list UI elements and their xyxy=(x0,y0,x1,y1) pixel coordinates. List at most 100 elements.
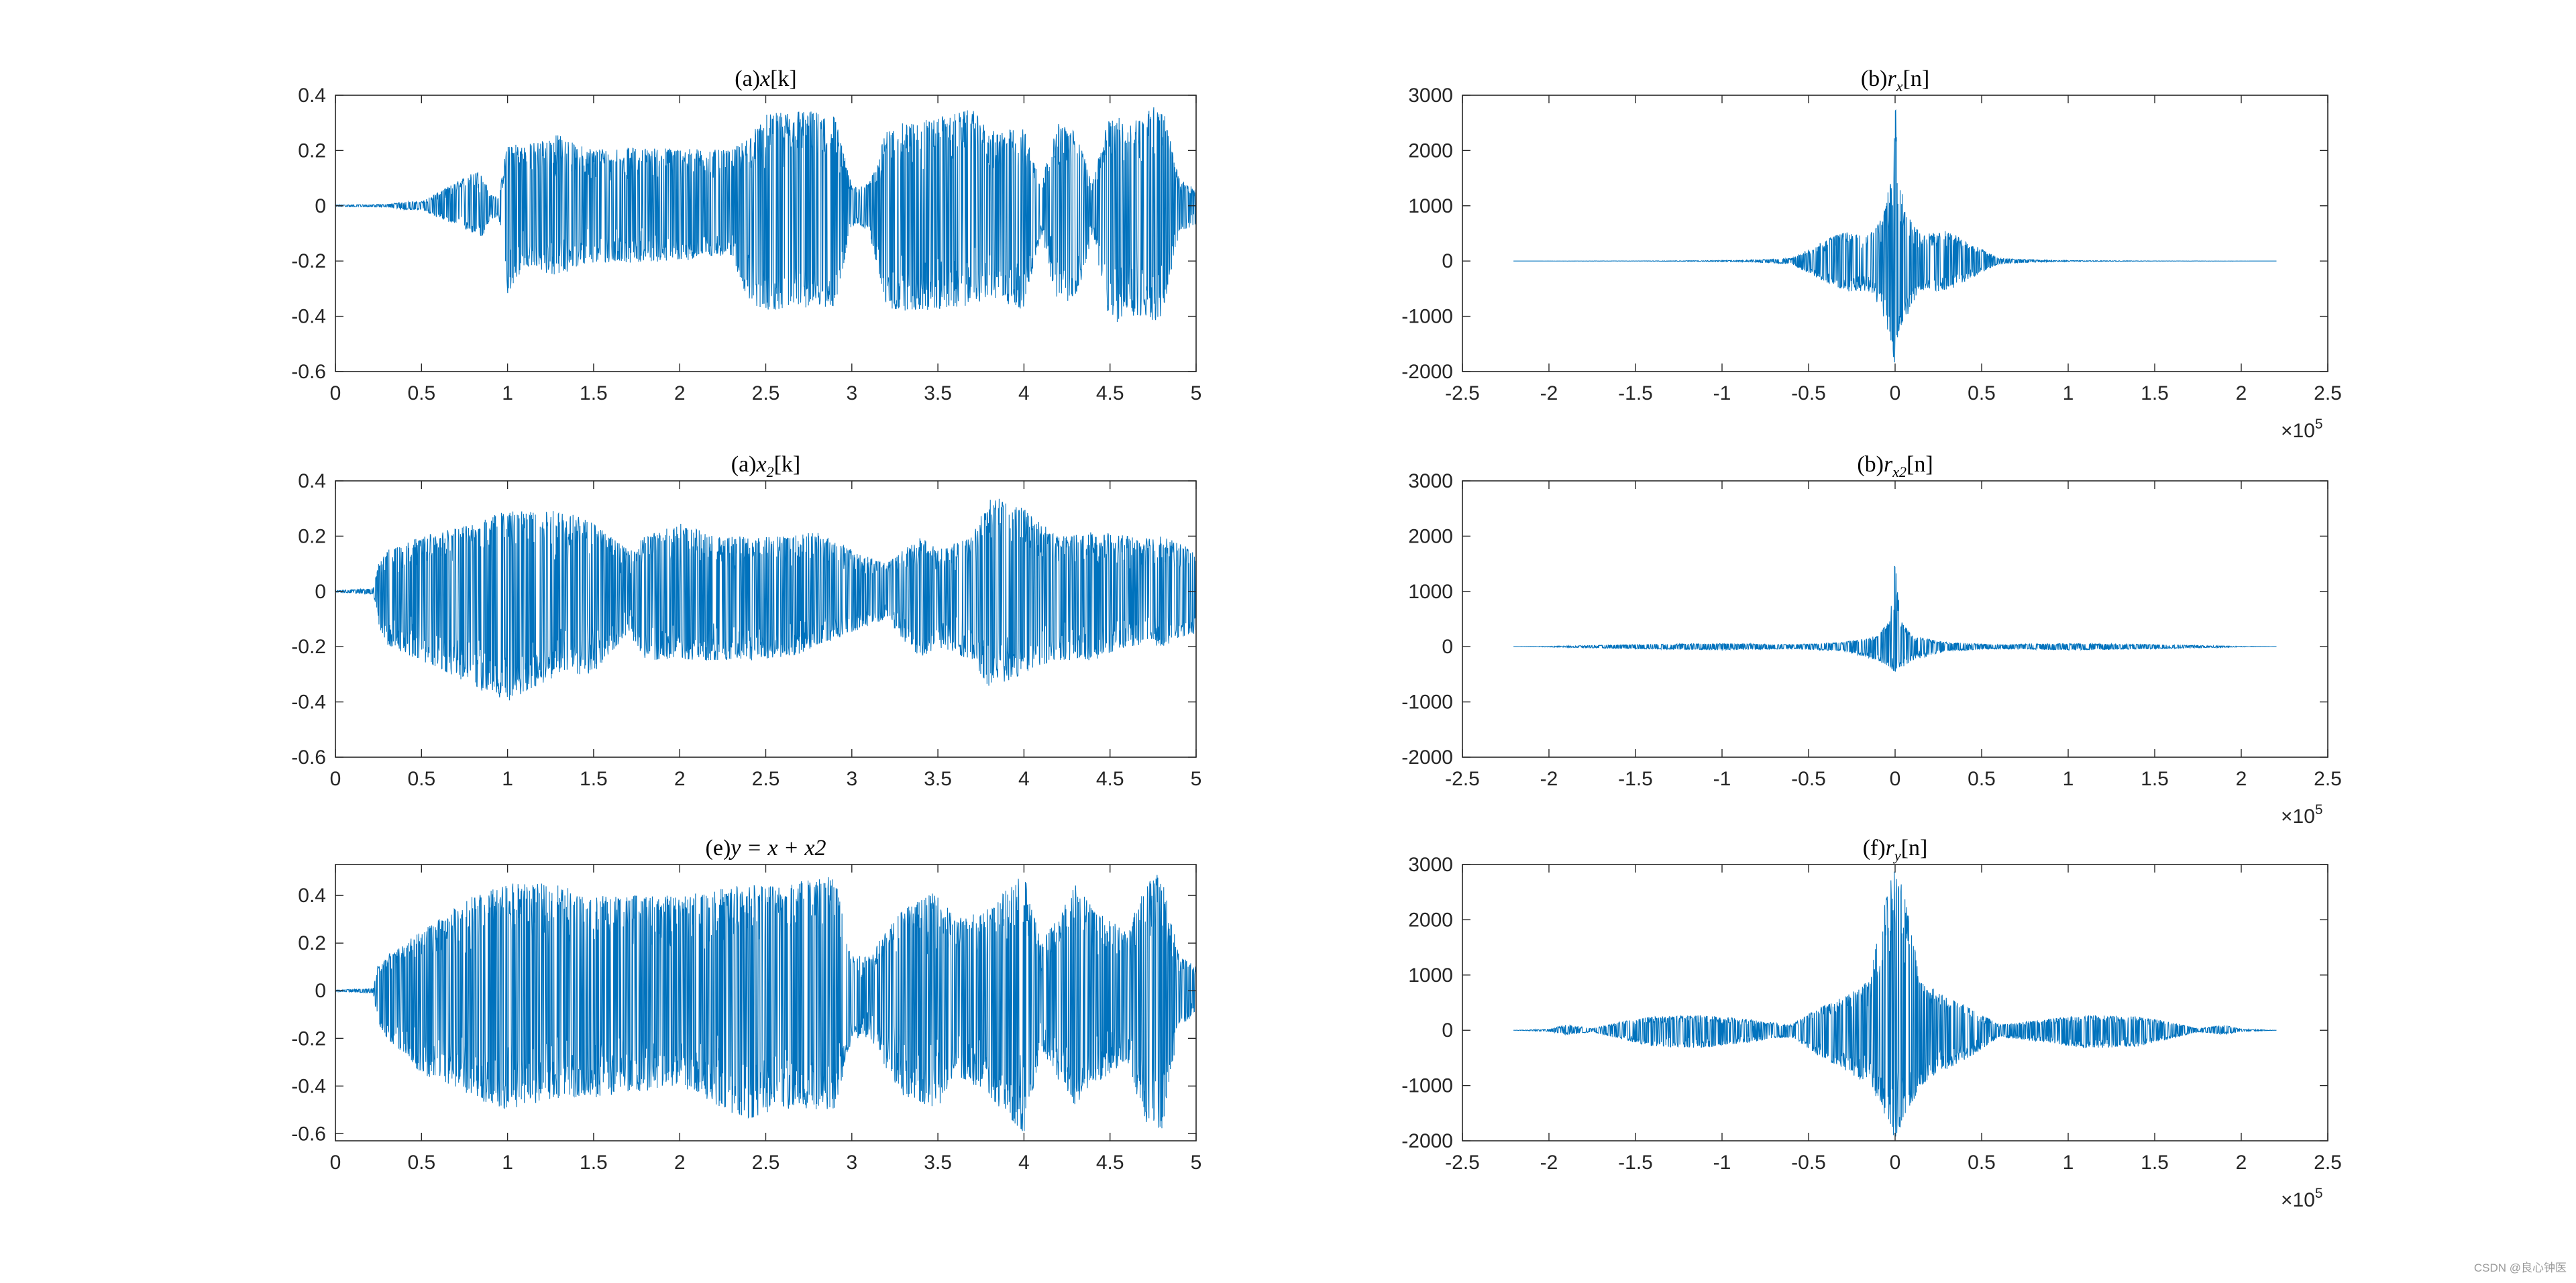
x-tick-label-d-7: 1 xyxy=(2063,768,2074,790)
x-tick-label-a-2: 1 xyxy=(502,382,513,404)
title-var-c: x xyxy=(756,452,767,477)
x-tick-label-d-4: -0.5 xyxy=(1791,768,1826,790)
x-tick-label-e-8: 4 xyxy=(1018,1152,1030,1174)
x-tick-label-a-9: 4.5 xyxy=(1096,382,1124,404)
x-tick-label-b-1: -2 xyxy=(1540,382,1558,404)
title-var-d: r xyxy=(1884,452,1893,477)
x-tick-label-f-4: -0.5 xyxy=(1791,1152,1826,1174)
x-tick-label-f-7: 1 xyxy=(2063,1152,2074,1174)
x-tick-label-c-7: 3.5 xyxy=(924,768,952,790)
exponent-power-d: 5 xyxy=(2315,802,2323,818)
subplot-title-c: (a)x2[k] xyxy=(731,452,801,480)
y-tick-label-d-0: -2000 xyxy=(1401,746,1453,769)
title-arg-b: [n] xyxy=(1903,66,1930,91)
y-tick-label-f-2: 0 xyxy=(1442,1019,1453,1042)
title-sub-c: 2 xyxy=(767,463,774,480)
x-tick-label-b-4: -0.5 xyxy=(1791,382,1826,404)
exponent-base-d: ×10 xyxy=(2281,805,2315,828)
y-tick-label-d-5: 3000 xyxy=(1408,470,1453,492)
x-tick-label-d-10: 2.5 xyxy=(2314,768,2342,790)
y-tick-label-b-4: 2000 xyxy=(1408,140,1453,162)
title-sub-d: x2 xyxy=(1892,463,1907,480)
subplot-title-d: (b)rx2[n] xyxy=(1857,452,1933,480)
y-tick-label-f-3: 1000 xyxy=(1408,964,1453,987)
signal-line-e xyxy=(335,875,1196,1131)
y-tick-label-b-5: 3000 xyxy=(1408,85,1453,107)
title-var-a: x xyxy=(759,66,770,91)
x-tick-label-d-6: 0.5 xyxy=(1968,768,1996,790)
subplot-title-a: (a)x[k] xyxy=(735,66,797,91)
y-tick-label-c-3: 0 xyxy=(315,581,326,603)
x-tick-label-b-2: -1.5 xyxy=(1618,382,1653,404)
x-tick-label-d-3: -1 xyxy=(1713,768,1731,790)
x-tick-label-b-8: 1.5 xyxy=(2141,382,2169,404)
exponent-power-f: 5 xyxy=(2315,1186,2323,1201)
subplot-title-e: (e)y = x + x2 xyxy=(706,836,826,860)
y-tick-label-a-0: -0.6 xyxy=(291,361,326,383)
x-tick-label-c-2: 1 xyxy=(502,768,513,790)
x-tick-label-a-1: 0.5 xyxy=(407,382,435,404)
signal-line-d xyxy=(1513,565,2277,672)
x-tick-label-e-7: 3.5 xyxy=(924,1152,952,1174)
x-tick-label-c-3: 1.5 xyxy=(580,768,608,790)
y-tick-label-e-2: -0.2 xyxy=(291,1027,326,1050)
x-tick-label-e-10: 5 xyxy=(1191,1152,1202,1174)
x-tick-label-b-6: 0.5 xyxy=(1968,382,1996,404)
exponent-label-d: ×105 xyxy=(2281,802,2323,828)
subplot-b: -2.5 -2 -1.5 -1 -0.5 0 0.5 1 1.5 2 2.5 -2000 -1000 0 1… xyxy=(1401,66,2342,442)
x-tick-label-f-0: -2.5 xyxy=(1445,1152,1480,1174)
signal-line-f xyxy=(1513,871,2277,1137)
exponent-label-f: ×105 xyxy=(2281,1186,2323,1211)
x-tick-label-b-10: 2.5 xyxy=(2314,382,2342,404)
y-tick-label-e-4: 0.2 xyxy=(298,932,326,954)
y-tick-label-d-2: 0 xyxy=(1442,636,1453,658)
subplot-title-f: (f)ry[n] xyxy=(1863,836,1928,864)
x-tick-label-a-4: 2 xyxy=(674,382,686,404)
signal-line-b xyxy=(1513,109,2277,363)
title-sub-f: y xyxy=(1893,847,1901,864)
x-tick-label-c-10: 5 xyxy=(1191,768,1202,790)
x-tick-label-d-2: -1.5 xyxy=(1618,768,1653,790)
title-arg-a: [k] xyxy=(770,66,797,91)
x-tick-label-a-5: 2.5 xyxy=(752,382,780,404)
y-tick-label-c-2: -0.2 xyxy=(291,636,326,658)
title-sub-b: x xyxy=(1896,78,1903,95)
y-tick-label-d-3: 1000 xyxy=(1408,581,1453,603)
x-tick-label-d-0: -2.5 xyxy=(1445,768,1480,790)
title-prefix-a: (a) xyxy=(735,66,760,91)
subplot-a: 0 0.5 1 1.5 2 2.5 3 3.5 4 4.5 5 -0.6 -0.4 -0.2 0 0.2 0.4… xyxy=(291,66,1201,404)
subplot-title-b: (b)rx[n] xyxy=(1861,66,1929,95)
x-tick-label-c-4: 2 xyxy=(674,768,686,790)
x-tick-label-b-5: 0 xyxy=(1890,382,1901,404)
x-tick-label-b-3: -1 xyxy=(1713,382,1731,404)
x-tick-label-f-10: 2.5 xyxy=(2314,1152,2342,1174)
x-tick-label-c-6: 3 xyxy=(846,768,857,790)
x-tick-label-b-9: 2 xyxy=(2236,382,2247,404)
title-prefix-e: (e) xyxy=(706,836,731,860)
y-tick-label-e-0: -0.6 xyxy=(291,1123,326,1145)
subplot-d: -2.5 -2 -1.5 -1 -0.5 0 0.5 1 1.5 2 2.5 -2000 -1000 0 1… xyxy=(1401,452,2342,828)
y-tick-label-c-0: -0.6 xyxy=(291,746,326,769)
y-tick-label-a-3: 0 xyxy=(315,195,326,217)
y-tick-label-b-1: -1000 xyxy=(1401,306,1453,328)
x-tick-label-f-5: 0 xyxy=(1890,1152,1901,1174)
title-arg-c: [k] xyxy=(774,452,801,477)
subplot-c: 0 0.5 1 1.5 2 2.5 3 3.5 4 4.5 5 -0.6 -0.4 -0.2 0 0.2 0.4… xyxy=(291,452,1201,790)
y-tick-label-b-0: -2000 xyxy=(1401,361,1453,383)
x-tick-label-a-7: 3.5 xyxy=(924,382,952,404)
y-tick-label-e-5: 0.4 xyxy=(298,885,326,907)
x-tick-label-c-5: 2.5 xyxy=(752,768,780,790)
x-tick-label-a-8: 4 xyxy=(1018,382,1030,404)
x-tick-label-e-2: 1 xyxy=(502,1152,513,1174)
title-prefix-f: (f) xyxy=(1863,836,1886,860)
x-tick-label-a-0: 0 xyxy=(330,382,341,404)
y-tick-label-c-1: -0.4 xyxy=(291,691,326,714)
x-tick-label-d-9: 2 xyxy=(2236,768,2247,790)
subplot-e: 0 0.5 1 1.5 2 2.5 3 3.5 4 4.5 5 -0.6 -0.4 -0.2 0 0.2 0.4… xyxy=(291,836,1201,1174)
x-tick-label-e-6: 3 xyxy=(846,1152,857,1174)
exponent-label-b: ×105 xyxy=(2281,416,2323,442)
x-tick-label-f-6: 0.5 xyxy=(1968,1152,1996,1174)
x-tick-label-e-0: 0 xyxy=(330,1152,341,1174)
x-tick-label-f-9: 2 xyxy=(2236,1152,2247,1174)
